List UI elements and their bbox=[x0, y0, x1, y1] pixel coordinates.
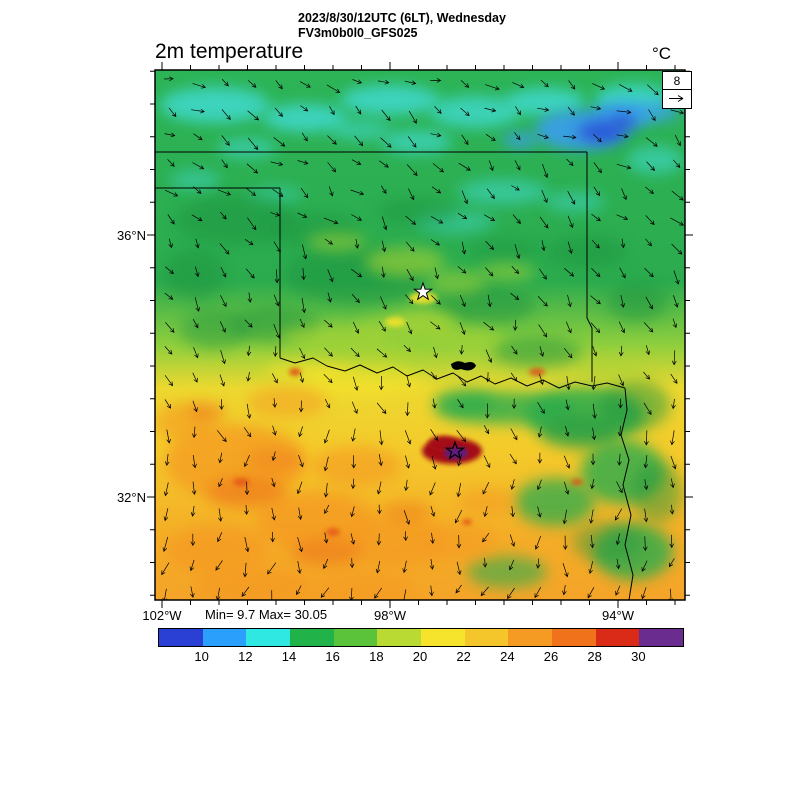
map-frame bbox=[154, 69, 686, 601]
units-label: °C bbox=[652, 44, 672, 63]
colorbar-segment bbox=[464, 629, 509, 646]
colorbar-segment bbox=[639, 629, 684, 646]
lat-label-32n: 32°N bbox=[116, 490, 146, 505]
star-marker-north bbox=[412, 281, 434, 301]
colorbar-segment bbox=[290, 629, 334, 646]
colorbar-tick-label: 10 bbox=[194, 649, 209, 664]
temperature-map-svg bbox=[147, 62, 693, 608]
colorbar-segment bbox=[202, 629, 247, 646]
wind-reference-box: 8 bbox=[662, 71, 692, 109]
map-area bbox=[143, 58, 697, 612]
colorbar-segment bbox=[246, 629, 291, 646]
colorbar-tick-label: 28 bbox=[587, 649, 602, 664]
header-datetime: 2023/8/30/12UTC (6LT), Wednesday bbox=[298, 11, 506, 25]
colorbar-segment bbox=[595, 629, 640, 646]
colorbar-tick-label: 26 bbox=[543, 649, 559, 664]
lat-label-36n: 36°N bbox=[116, 228, 146, 243]
state-borders bbox=[155, 151, 634, 600]
lon-label-98w: 98°W bbox=[374, 608, 406, 623]
colorbar-segment bbox=[421, 629, 465, 646]
header-model: FV3m0b0l0_GFS025 bbox=[298, 26, 418, 40]
colorbar-labels: 10 12 14 16 18 20 22 24 26 28 30 bbox=[158, 649, 682, 665]
lon-label-94w: 94°W bbox=[602, 608, 634, 623]
colorbar-tick-label: 12 bbox=[238, 649, 253, 664]
colorbar-tick-label: 14 bbox=[281, 649, 297, 664]
colorbar-tick-label: 20 bbox=[412, 649, 428, 664]
colorbar-segment bbox=[377, 629, 422, 646]
wind-reference-value: 8 bbox=[663, 72, 691, 90]
colorbar-segment bbox=[508, 629, 553, 646]
wind-arrows bbox=[161, 76, 685, 600]
colorbar-tick-label: 18 bbox=[369, 649, 384, 664]
temperature-field bbox=[155, 70, 685, 600]
plot-title: 2m temperature bbox=[155, 40, 304, 63]
colorbar-segment bbox=[552, 629, 596, 646]
wind-reference-arrow bbox=[663, 90, 691, 108]
colorbar-tick-label: 16 bbox=[325, 649, 340, 664]
min-max-stats: Min= 9.7 Max= 30.05 bbox=[205, 607, 328, 622]
colorbar-tick-label: 30 bbox=[631, 649, 646, 664]
lake-shape bbox=[451, 361, 476, 371]
colorbar bbox=[158, 628, 684, 647]
colorbar-tick-label: 22 bbox=[456, 649, 471, 664]
lon-label-102w: 102°W bbox=[142, 608, 182, 623]
colorbar-tick-label: 24 bbox=[500, 649, 515, 664]
axis-ticks bbox=[147, 62, 693, 608]
colorbar-segment bbox=[159, 629, 203, 646]
star-marker-south bbox=[444, 440, 466, 460]
colorbar-segment bbox=[333, 629, 378, 646]
